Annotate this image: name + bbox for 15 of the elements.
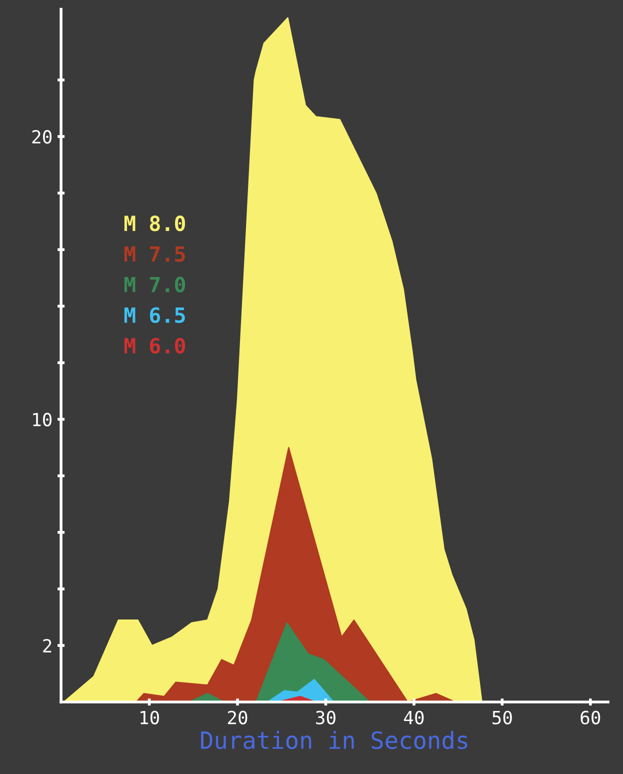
x-tick-label: 20 (228, 710, 248, 724)
text: M 7.5 (124, 246, 185, 262)
y-tick-label: 20 (32, 130, 52, 144)
x-tick-label: 40 (404, 710, 424, 724)
text: M 6.5 (124, 307, 185, 324)
text: M 6.0 (124, 338, 186, 354)
text: M 8.0 (124, 216, 186, 232)
text: M 7.0 (124, 276, 186, 292)
x-tick-label: 50 (492, 710, 512, 724)
y-tick-label: 2 (43, 638, 52, 652)
y-tick-label: 10 (33, 412, 52, 426)
x-tick-label: 30 (316, 710, 336, 724)
x-tick-label: 10 (140, 710, 159, 724)
x-tick-label: 60 (580, 710, 600, 724)
x-axis-title: Duration in Seconds (201, 730, 468, 750)
